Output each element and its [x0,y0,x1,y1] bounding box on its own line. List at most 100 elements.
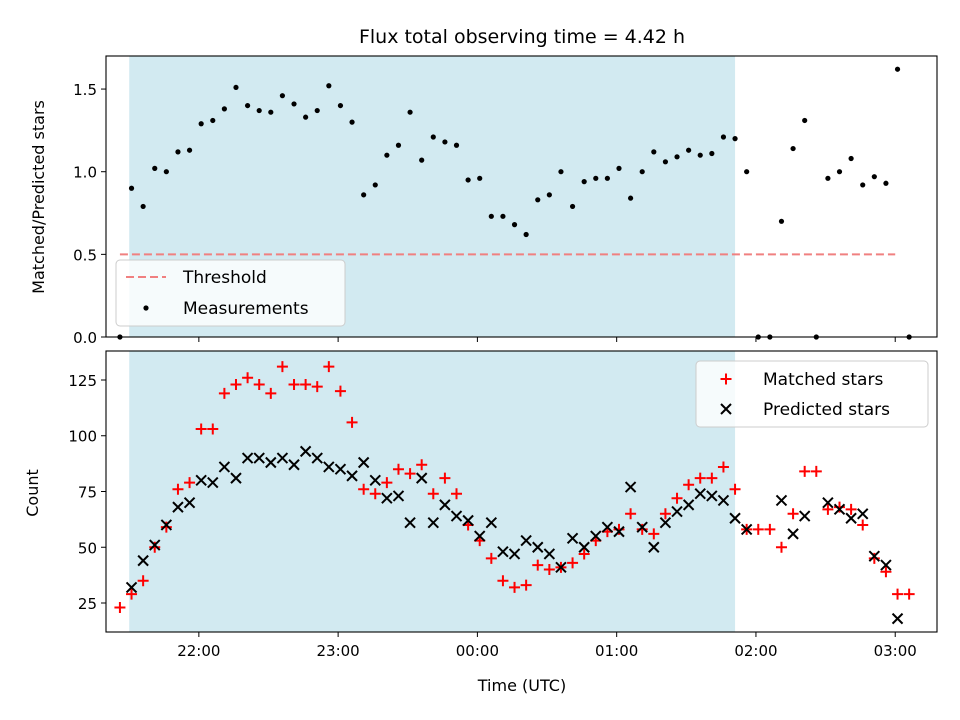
measurement-point [477,175,483,181]
measurement-point [198,121,204,127]
measurement-point [337,102,344,109]
matched-star-point [532,559,544,571]
predicted-star-point [729,512,741,524]
matched-star-point [799,465,811,477]
matched-star-point [834,501,846,513]
predicted-star-point [497,546,509,558]
x-tick-label: 03:00 [874,642,917,660]
x-tick-label: 23:00 [317,642,360,660]
measurement-point [314,107,320,114]
top-series-0 [117,66,912,340]
matched-star-point [706,472,718,484]
predicted-star-point [555,561,567,574]
matched-star-point [810,465,822,477]
measurement-point [303,114,309,120]
measurement-point [778,218,785,224]
matched-star-point [334,385,346,397]
matched-star-point [149,541,161,553]
measurement-point [790,145,796,152]
predicted-star-point [648,541,660,553]
measurement-point [233,84,239,91]
predicted-star-point [404,517,416,529]
matched-star-point [311,381,323,393]
measurement-point [546,192,552,198]
matched-star-point [416,459,428,471]
predicted-star-point [311,452,323,464]
top-axes-frame [105,55,938,338]
predicted-star-point [787,528,799,540]
bottom-y-tick-label: 100 [68,428,97,446]
predicted-star-point [427,517,440,529]
matched-star-point [578,548,590,560]
measurement-point [709,150,715,157]
predicted-star-point [183,496,196,509]
matched-star-point [160,521,172,533]
bottom-series-1 [125,445,904,625]
measurement-point [349,119,355,125]
measurement-point [860,182,866,188]
predicted-star-point [636,521,648,533]
matched-star-point [694,472,706,484]
measurement-point [593,175,599,181]
predicted-star-point [833,503,846,516]
matched-star-point [276,361,288,373]
measurement-point [871,174,877,180]
matched-star-point [892,588,904,600]
matched-star-point [195,423,207,435]
predicted-star-point [137,554,149,567]
predicted-star-point [740,523,753,536]
measurement-point [569,203,576,210]
matched-star-point [253,378,265,390]
predicted-star-point [601,521,614,533]
bottom-series-0 [114,361,915,613]
matched-star-point [346,416,358,428]
bottom-y-axis-label: Count [23,469,42,517]
measurement-point [221,106,227,112]
matched-star-point [509,581,521,593]
matched-star-point [659,508,671,520]
predicted-star-point [822,496,834,509]
measurement-point [836,169,843,175]
bottom-panel: 25 50 75 100 125 22:00 23:00 00:00 01:00 02:00 03:… [68,350,938,660]
predicted-star-point [566,532,579,545]
predicted-star-point [868,550,881,562]
top-y-tick-label: 0.5 [73,246,97,264]
legend-measurements-swatch [143,305,149,311]
measurement-point [384,152,390,158]
predicted-star-point [276,452,289,464]
legend-predicted-label: Predicted stars [763,400,890,420]
measurement-point [581,179,587,185]
matched-star-point [427,488,439,500]
predicted-star-point [775,494,788,507]
measurement-point [152,165,158,171]
measurement-point [163,169,169,175]
top-y-axis-label: Matched/Predicted stars [29,100,48,294]
predicted-star-point [323,461,335,473]
matched-star-point [126,588,138,600]
predicted-star-point [450,510,463,522]
measurement-point [639,169,645,175]
legend-matched-label: Matched stars [763,370,883,390]
matched-star-point [903,588,915,600]
measurement-point [662,159,669,165]
matched-star-point [520,579,532,591]
measurement-point [128,185,135,191]
predicted-star-point [891,612,904,625]
matched-star-point [381,477,393,489]
predicted-star-point [241,452,254,464]
predicted-star-point [218,461,231,473]
predicted-star-point [624,481,637,493]
matched-star-point [543,564,555,576]
matched-star-point [137,575,149,587]
measurement-point [616,165,622,171]
matched-star-point [369,488,381,500]
matched-star-point [717,461,729,473]
matched-star-point [230,378,242,390]
measurement-point [430,134,436,140]
predicted-star-point [880,559,892,571]
measurement-point [488,213,494,219]
predicted-star-point [694,488,706,500]
measurement-point [500,213,506,219]
predicted-star-point [613,525,625,538]
